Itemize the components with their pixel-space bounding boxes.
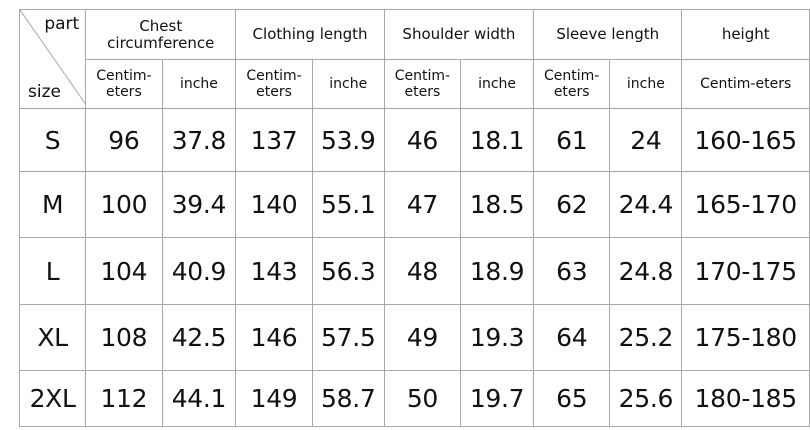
unit-inches: inche: [161, 59, 237, 109]
value-cell: 149: [235, 370, 313, 427]
header-chest: Chest circumference: [85, 9, 237, 60]
size-cell: S: [18, 108, 87, 172]
table-row: S 96 37.8 137 53.9 46 18.1 61 24 160-165: [18, 108, 810, 172]
value-cell: 170-175: [681, 237, 810, 305]
value-cell: 24.4: [609, 171, 683, 238]
size-cell: XL: [18, 304, 87, 371]
value-cell: 55.1: [311, 171, 385, 238]
table-row: M 100 39.4 140 55.1 47 18.5 62 24.4 165-170: [18, 171, 810, 238]
unit-inches: inche: [609, 59, 683, 109]
part-label: part: [44, 14, 80, 34]
table-row: XL 108 42.5 146 57.5 49 19.3 64 25.2 175-180: [18, 304, 810, 371]
value-cell: 25.2: [609, 304, 683, 371]
value-cell: 18.1: [460, 108, 535, 172]
header-clothing-length: Clothing length: [235, 9, 385, 60]
header-height: height: [681, 9, 810, 60]
value-cell: 24: [609, 108, 683, 172]
unit-centimeters: Centim-eters: [235, 59, 313, 109]
value-cell: 104: [85, 237, 163, 305]
size-label: size: [28, 82, 61, 102]
size-cell: 2XL: [18, 370, 87, 427]
value-cell: 62: [533, 171, 611, 238]
unit-centimeters: Centim-eters: [85, 59, 163, 109]
diagonal-divider: [20, 10, 85, 104]
value-cell: 56.3: [311, 237, 385, 305]
value-cell: 44.1: [161, 370, 237, 427]
value-cell: 58.7: [311, 370, 385, 427]
value-cell: 146: [235, 304, 313, 371]
value-cell: 108: [85, 304, 163, 371]
size-chart-table: part size Chest circumference Clothing l…: [18, 9, 810, 427]
value-cell: 19.7: [460, 370, 535, 427]
value-cell: 180-185: [681, 370, 810, 427]
value-cell: 53.9: [311, 108, 385, 172]
value-cell: 160-165: [681, 108, 810, 172]
value-cell: 18.9: [460, 237, 535, 305]
value-cell: 46: [383, 108, 462, 172]
header-shoulder-width: Shoulder width: [383, 9, 535, 60]
value-cell: 143: [235, 237, 313, 305]
value-cell: 25.6: [609, 370, 683, 427]
value-cell: 65: [533, 370, 611, 427]
header-sleeve-length: Sleeve length: [533, 9, 683, 60]
unit-inches: inche: [311, 59, 385, 109]
value-cell: 63: [533, 237, 611, 305]
value-cell: 42.5: [161, 304, 237, 371]
value-cell: 39.4: [161, 171, 237, 238]
value-cell: 64: [533, 304, 611, 371]
value-cell: 24.8: [609, 237, 683, 305]
unit-centimeters: Centim-eters: [383, 59, 462, 109]
value-cell: 175-180: [681, 304, 810, 371]
value-cell: 47: [383, 171, 462, 238]
value-cell: 18.5: [460, 171, 535, 238]
value-cell: 96: [85, 108, 163, 172]
value-cell: 165-170: [681, 171, 810, 238]
value-cell: 19.3: [460, 304, 535, 371]
value-cell: 100: [85, 171, 163, 238]
unit-inches: inche: [460, 59, 535, 109]
value-cell: 48: [383, 237, 462, 305]
size-cell: L: [18, 237, 87, 305]
value-cell: 50: [383, 370, 462, 427]
unit-centimeters: Centim-eters: [533, 59, 611, 109]
corner-header-cell: part size: [18, 9, 87, 109]
table-row: 2XL 112 44.1 149 58.7 50 19.7 65 25.6 180-185: [18, 370, 810, 427]
unit-centimeters: Centim-eters: [681, 59, 810, 109]
value-cell: 140: [235, 171, 313, 238]
value-cell: 49: [383, 304, 462, 371]
table-row: L 104 40.9 143 56.3 48 18.9 63 24.8 170-175: [18, 237, 810, 305]
value-cell: 57.5: [311, 304, 385, 371]
value-cell: 40.9: [161, 237, 237, 305]
value-cell: 137: [235, 108, 313, 172]
size-cell: M: [18, 171, 87, 238]
value-cell: 112: [85, 370, 163, 427]
value-cell: 61: [533, 108, 611, 172]
value-cell: 37.8: [161, 108, 237, 172]
